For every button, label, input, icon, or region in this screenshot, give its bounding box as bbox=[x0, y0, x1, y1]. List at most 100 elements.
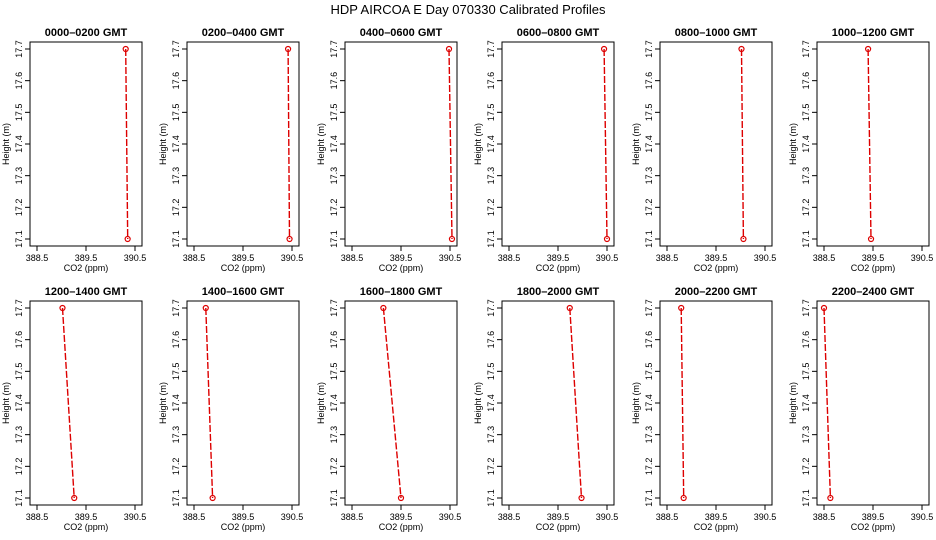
y-tick-label: 17.3 bbox=[329, 426, 339, 444]
data-point bbox=[286, 235, 293, 243]
y-axis-label: Height (m) bbox=[1, 123, 11, 165]
x-axis-label: CO2 (ppm) bbox=[536, 522, 581, 532]
x-tick-label: 388.5 bbox=[813, 512, 836, 522]
x-tick-label: 390.5 bbox=[439, 253, 462, 263]
x-tick-label: 390.5 bbox=[281, 512, 304, 522]
x-tick-label: 388.5 bbox=[498, 512, 521, 522]
panel-6: 1000–1200 GMT 388.5 389.5 390.5 17.1 17.2 17.3… bbox=[788, 27, 933, 273]
y-tick-label: 17.1 bbox=[171, 489, 181, 507]
x-tick-label: 389.5 bbox=[232, 512, 255, 522]
y-tick-label: 17.5 bbox=[171, 363, 181, 381]
x-tick-label: 390.5 bbox=[911, 512, 934, 522]
data-point bbox=[678, 304, 685, 312]
panel-title: 0200–0400 GMT bbox=[202, 27, 285, 39]
y-tick-label: 17.7 bbox=[644, 299, 654, 317]
panel-title: 1600–1800 GMT bbox=[360, 286, 443, 298]
x-tick-label: 390.5 bbox=[754, 512, 777, 522]
y-tick-label: 17.4 bbox=[14, 135, 24, 153]
y-tick-label: 17.5 bbox=[801, 363, 811, 381]
profile-line bbox=[287, 48, 291, 240]
y-tick-label: 17.1 bbox=[171, 230, 181, 248]
x-tick-label: 390.5 bbox=[124, 253, 147, 263]
y-tick-label: 17.6 bbox=[171, 331, 181, 349]
y-tick-label: 17.3 bbox=[801, 426, 811, 444]
x-tick-label: 389.5 bbox=[705, 512, 728, 522]
y-tick-label: 17.7 bbox=[14, 299, 24, 317]
y-tick-label: 17.2 bbox=[14, 458, 24, 476]
y-tick-label: 17.6 bbox=[801, 331, 811, 349]
plot-frame bbox=[186, 300, 300, 506]
x-tick-label: 390.5 bbox=[911, 253, 934, 263]
data-point bbox=[202, 304, 209, 312]
x-tick-label: 389.5 bbox=[75, 253, 98, 263]
y-axis-label: Height (m) bbox=[316, 382, 326, 424]
panel-title: 2000–2200 GMT bbox=[675, 286, 758, 298]
x-axis-label: CO2 (ppm) bbox=[851, 522, 896, 532]
y-tick-label: 17.7 bbox=[329, 299, 339, 317]
profile-line bbox=[61, 307, 75, 499]
y-tick-label: 17.6 bbox=[171, 72, 181, 90]
y-tick-label: 17.5 bbox=[14, 363, 24, 381]
y-tick-label: 17.2 bbox=[644, 458, 654, 476]
panel-10: 1800–2000 GMT 388.5 389.5 390.5 17.1 17.2 17.3… bbox=[473, 286, 618, 532]
y-tick-label: 17.6 bbox=[486, 331, 496, 349]
data-point bbox=[448, 235, 456, 243]
x-tick-label: 390.5 bbox=[124, 512, 147, 522]
y-tick-label: 17.4 bbox=[14, 394, 24, 412]
plot-frame bbox=[501, 300, 615, 506]
x-tick-label: 390.5 bbox=[281, 253, 304, 263]
y-tick-label: 17.4 bbox=[644, 135, 654, 153]
y-tick-label: 17.3 bbox=[801, 167, 811, 185]
data-point bbox=[566, 304, 573, 312]
data-point bbox=[59, 304, 66, 312]
x-tick-label: 389.5 bbox=[862, 253, 885, 263]
y-tick-label: 17.7 bbox=[171, 40, 181, 58]
panel-title: 0600–0800 GMT bbox=[517, 27, 600, 39]
y-tick-label: 17.4 bbox=[801, 394, 811, 412]
y-tick-label: 17.5 bbox=[644, 363, 654, 381]
figure-title: HDP AIRCOA E Day 070330 Calibrated Profi… bbox=[330, 2, 606, 17]
y-axis-label: Height (m) bbox=[316, 123, 326, 165]
y-tick-label: 17.3 bbox=[486, 167, 496, 185]
y-tick-label: 17.5 bbox=[644, 104, 654, 122]
panel-title: 1800–2000 GMT bbox=[517, 286, 600, 298]
panel-4: 0600–0800 GMT 388.5 389.5 390.5 17.1 17.2 17.3… bbox=[473, 27, 618, 273]
x-tick-label: 389.5 bbox=[705, 253, 728, 263]
x-tick-label: 389.5 bbox=[75, 512, 98, 522]
data-point bbox=[209, 494, 216, 502]
y-tick-label: 17.7 bbox=[801, 40, 811, 58]
y-tick-label: 17.5 bbox=[486, 363, 496, 381]
y-tick-label: 17.2 bbox=[801, 199, 811, 217]
y-tick-label: 17.3 bbox=[644, 167, 654, 185]
y-tick-label: 17.3 bbox=[329, 167, 339, 185]
x-tick-label: 388.5 bbox=[183, 253, 206, 263]
x-axis-label: CO2 (ppm) bbox=[64, 522, 109, 532]
data-point bbox=[445, 45, 453, 53]
data-point bbox=[578, 494, 585, 502]
y-axis-label: Height (m) bbox=[158, 123, 168, 165]
y-axis-label: Height (m) bbox=[631, 123, 641, 165]
plot-frame bbox=[29, 300, 143, 506]
y-tick-label: 17.1 bbox=[486, 489, 496, 507]
y-tick-label: 17.4 bbox=[329, 135, 339, 153]
y-tick-label: 17.2 bbox=[329, 458, 339, 476]
panel-title: 1200–1400 GMT bbox=[45, 286, 128, 298]
y-tick-label: 17.4 bbox=[644, 394, 654, 412]
y-tick-label: 17.4 bbox=[171, 394, 181, 412]
y-tick-label: 17.7 bbox=[644, 40, 654, 58]
x-axis-label: CO2 (ppm) bbox=[851, 263, 896, 273]
y-tick-label: 17.6 bbox=[14, 72, 24, 90]
y-tick-label: 17.5 bbox=[329, 363, 339, 381]
y-axis-label: Height (m) bbox=[1, 382, 11, 424]
data-point bbox=[740, 235, 747, 243]
data-point bbox=[827, 494, 834, 502]
plot-frame bbox=[659, 300, 773, 506]
plot-frame bbox=[659, 41, 773, 247]
y-tick-label: 17.4 bbox=[486, 135, 496, 153]
x-axis-label: CO2 (ppm) bbox=[694, 522, 739, 532]
y-tick-label: 17.5 bbox=[486, 104, 496, 122]
profile-line bbox=[680, 307, 685, 499]
x-tick-label: 390.5 bbox=[596, 253, 619, 263]
y-tick-label: 17.4 bbox=[171, 135, 181, 153]
